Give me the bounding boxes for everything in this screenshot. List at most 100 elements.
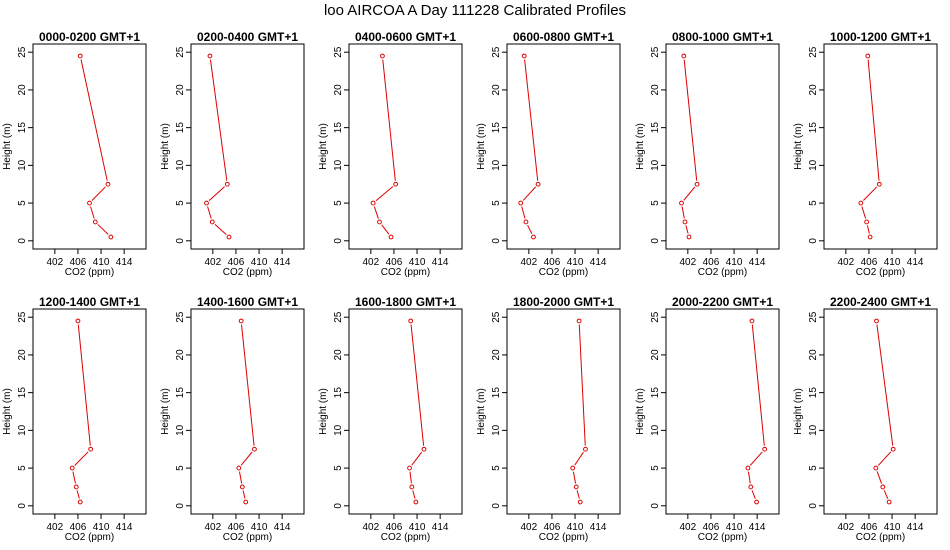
x-tick-label: 406	[703, 257, 720, 268]
y-tick-label: 25	[333, 311, 344, 323]
x-tick-label: 410	[409, 257, 426, 268]
panel-frame	[506, 43, 621, 250]
y-tick-label: 0	[333, 503, 344, 509]
y-tick-label: 5	[17, 200, 28, 206]
x-tick-label: 410	[884, 522, 901, 533]
data-point	[92, 219, 98, 225]
x-tick-label: 410	[726, 257, 743, 268]
profile-segment	[574, 451, 584, 466]
y-tick-label: 20	[175, 84, 186, 96]
x-tick-label: 402	[521, 522, 538, 533]
data-point	[748, 484, 754, 490]
y-tick-label: 0	[175, 238, 186, 244]
panel-title: 1600-1800 GMT+1	[355, 295, 456, 309]
panel-title: 0800-1000 GMT+1	[672, 30, 773, 44]
data-point	[876, 181, 882, 187]
y-tick-label: 25	[808, 46, 819, 58]
panel-title: 1400-1600 GMT+1	[197, 295, 298, 309]
x-tick-label: 406	[386, 522, 403, 533]
data-point	[409, 484, 415, 490]
data-point	[865, 53, 871, 59]
profile-segment	[72, 471, 76, 484]
data-point	[694, 181, 700, 187]
y-tick-label: 5	[175, 465, 186, 471]
profile-segment	[80, 59, 108, 181]
x-tick-label: 406	[228, 522, 245, 533]
x-tick-label: 414	[432, 257, 449, 268]
data-point	[535, 181, 541, 187]
y-tick-label: 20	[808, 349, 819, 361]
profile-segment	[373, 206, 379, 219]
x-tick-label: 414	[432, 522, 449, 533]
profile-segment	[521, 206, 526, 219]
data-point	[762, 446, 768, 452]
y-tick-label: 15	[175, 387, 186, 399]
profile-panel: 1600-1800 GMT+1 402 406 410 414 0 5 10 15 20 25 CO2…	[318, 295, 463, 543]
data-point	[236, 465, 242, 471]
profile-segment	[576, 490, 580, 499]
panel-frame	[190, 43, 305, 250]
y-tick-label: 5	[650, 200, 661, 206]
x-axis-title: CO2 (ppm)	[539, 532, 588, 543]
y-axis-title: Height (m)	[160, 123, 171, 170]
profile-segment	[866, 225, 870, 234]
profile-segment	[749, 451, 763, 466]
y-tick-label: 5	[808, 465, 819, 471]
x-tick-label: 410	[567, 522, 584, 533]
data-point	[754, 499, 759, 505]
x-tick-label: 402	[838, 257, 855, 268]
profile-segment	[410, 324, 425, 446]
profile-segment	[382, 59, 396, 181]
y-tick-label: 15	[333, 387, 344, 399]
x-tick-label: 410	[93, 522, 110, 533]
data-point	[523, 219, 529, 225]
y-tick-label: 10	[175, 424, 186, 436]
chart-main-title: loo AIRCOA A Day 111228 Calibrated Profi…	[323, 2, 627, 19]
panel-title: 2000-2200 GMT+1	[672, 295, 773, 309]
data-point	[239, 484, 245, 490]
profile-segment	[241, 324, 255, 446]
x-tick-label: 410	[726, 522, 743, 533]
data-point	[105, 181, 111, 187]
profile-segment	[214, 223, 227, 235]
profile-panel: 0400-0600 GMT+1 402 406 410 414 0 5 10 15 20 25 CO2…	[318, 30, 463, 278]
y-axis-title: Height (m)	[2, 123, 13, 170]
data-point	[573, 484, 579, 490]
y-tick-label: 5	[808, 200, 819, 206]
profile-segment	[681, 206, 685, 219]
y-tick-label: 0	[17, 503, 28, 509]
data-point	[207, 53, 213, 59]
y-tick-label: 20	[650, 84, 661, 96]
data-point	[388, 234, 394, 240]
data-point	[886, 499, 892, 505]
y-tick-label: 10	[17, 424, 28, 436]
y-tick-label: 5	[175, 200, 186, 206]
data-point	[858, 200, 864, 206]
profile-segment	[747, 471, 751, 484]
profile-segment	[207, 206, 212, 219]
y-tick-label: 0	[491, 238, 502, 244]
data-point	[864, 219, 870, 225]
panel-frame	[190, 308, 305, 515]
y-tick-label: 15	[333, 122, 344, 134]
x-tick-label: 402	[205, 257, 222, 268]
profile-panel: 1200-1400 GMT+1 402 406 410 414 0 5 10 15 20 25 CO2…	[2, 295, 147, 543]
x-tick-label: 406	[228, 257, 245, 268]
profile-segment	[209, 59, 228, 181]
y-tick-label: 5	[333, 465, 344, 471]
x-tick-label: 414	[590, 257, 607, 268]
y-tick-label: 0	[333, 238, 344, 244]
y-tick-label: 15	[491, 387, 502, 399]
x-tick-label: 402	[47, 522, 64, 533]
data-point	[87, 200, 92, 206]
y-tick-label: 25	[17, 46, 28, 58]
x-tick-label: 410	[884, 257, 901, 268]
panel-frame	[32, 308, 147, 515]
profile-panel: 2200-2400 GMT+1 402 406 410 414 0 5 10 15 20 25 CO2…	[793, 295, 938, 543]
x-tick-label: 402	[521, 257, 538, 268]
y-tick-label: 20	[491, 84, 502, 96]
data-point	[69, 465, 75, 471]
x-tick-label: 406	[544, 522, 561, 533]
y-tick-label: 20	[17, 84, 28, 96]
data-point	[209, 219, 215, 225]
